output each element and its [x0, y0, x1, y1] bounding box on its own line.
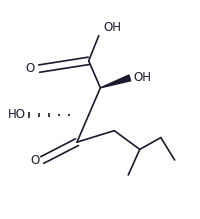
Text: O: O: [25, 62, 34, 75]
Text: O: O: [30, 154, 39, 166]
Text: OH: OH: [132, 71, 150, 84]
Text: OH: OH: [103, 21, 121, 34]
Polygon shape: [100, 75, 130, 88]
Text: HO: HO: [8, 108, 26, 122]
